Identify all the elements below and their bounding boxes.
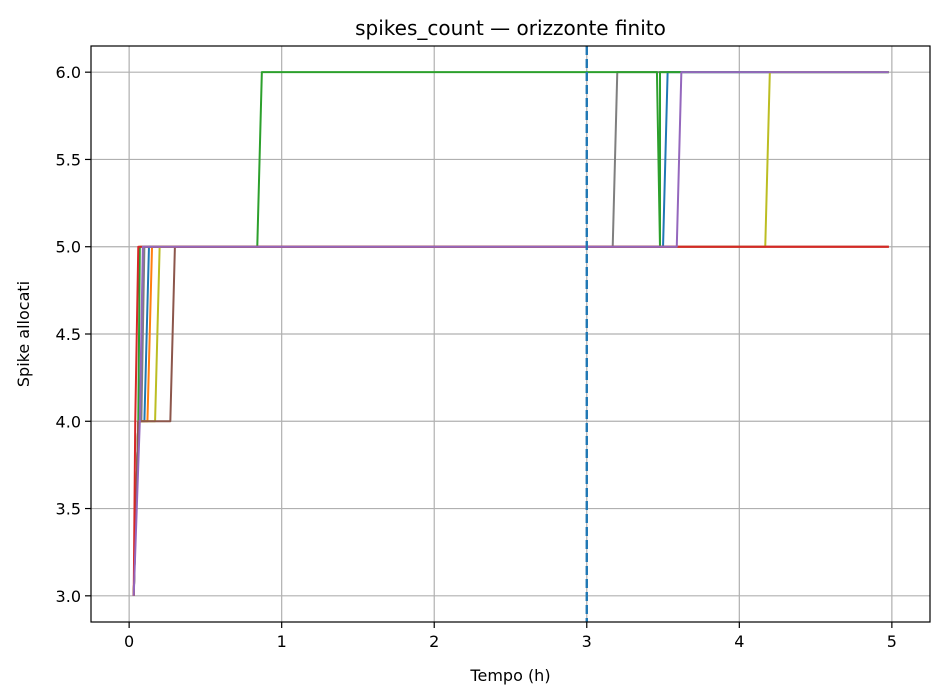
- y-tick-label: 5.5: [56, 150, 81, 169]
- y-tick-label: 4.0: [56, 412, 81, 431]
- x-tick-label: 3: [582, 632, 592, 651]
- x-tick-label: 4: [734, 632, 744, 651]
- x-tick-label: 5: [887, 632, 897, 651]
- y-axis-title: Spike allocati: [14, 281, 33, 387]
- y-tick-label: 5.0: [56, 238, 81, 257]
- y-axis-ticks: 3.0 3.5 4.0 4.5 5.0 5.5 6.0: [56, 63, 91, 606]
- x-tick-label: 2: [429, 632, 439, 651]
- y-tick-label: 3.0: [56, 587, 81, 606]
- x-axis-title: Tempo (h): [469, 666, 550, 685]
- series-line-4: [132, 71, 889, 596]
- x-axis-ticks: 0 1 2 3 4 5: [124, 622, 897, 651]
- series-line-8: [132, 71, 889, 596]
- x-tick-label: 0: [124, 632, 134, 651]
- y-tick-label: 3.5: [56, 500, 81, 519]
- y-tick-label: 6.0: [56, 63, 81, 82]
- series-group: [132, 71, 889, 596]
- y-tick-label: 4.5: [56, 325, 81, 344]
- x-tick-label: 1: [277, 632, 287, 651]
- chart-title: spikes_count — orizzonte finito: [355, 16, 666, 40]
